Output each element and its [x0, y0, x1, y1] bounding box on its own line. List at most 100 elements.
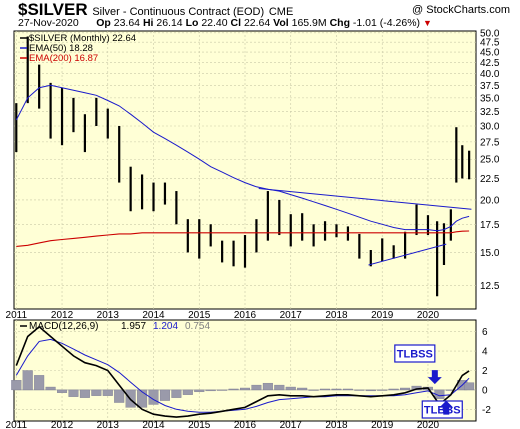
- price-legend-label: EMA(50) 18.28: [29, 43, 93, 54]
- macd-x-tick-label: 2019: [371, 420, 394, 429]
- price-bars: [15, 36, 471, 297]
- macd-axis: 6 4 2 0 -2 2011 2012 2013 2014 2015 2016 2017 2018 20…: [6, 327, 492, 429]
- macd-x-tick-label: 2012: [51, 420, 74, 429]
- watermark: @ StockCharts.com: [412, 4, 510, 16]
- macd-signal-line: [15, 338, 470, 413]
- low-value: 22.40: [201, 17, 228, 29]
- macd-histogram-bar: [148, 389, 159, 405]
- price-y-tick-label: 37.5: [480, 81, 500, 92]
- price-y-tick-label: 40.0: [480, 69, 500, 80]
- price-x-tick-label: 2015: [188, 310, 211, 321]
- high-label: Hi: [142, 17, 154, 29]
- price-lines: [15, 84, 472, 266]
- macd-x-tick-label: 2020: [417, 420, 440, 429]
- down-arrow-icon: ▼: [422, 18, 432, 28]
- trendline: [368, 243, 447, 266]
- vol-value: 165.9M: [291, 17, 327, 29]
- macd-histogram-bar: [331, 388, 342, 391]
- description: Silver - Continuous Contract (EOD): [92, 6, 265, 18]
- price-y-tick-label: 45.0: [480, 48, 500, 59]
- macd-histogram-bar: [400, 387, 411, 391]
- high-value: 26.14: [156, 17, 183, 29]
- close-value: 22.64: [243, 17, 271, 29]
- annotation-box: [421, 400, 463, 419]
- price-y-tick-label: 35.0: [480, 93, 500, 104]
- macd-histogram-bar: [11, 380, 22, 391]
- price-x-tick-label: 2011: [6, 310, 28, 321]
- price-y-tick-label: 22.5: [480, 174, 500, 185]
- price-y-tick-label: 20.0: [480, 195, 500, 206]
- price-y-tick-label: 25.0: [480, 155, 500, 166]
- price-y-tick-label: 17.5: [480, 220, 500, 231]
- macd-histogram-bar: [251, 384, 262, 391]
- price-y-tick-label: 42.5: [480, 58, 500, 69]
- chart-header: $SILVER Silver - Continuous Contract (EO…: [4, 0, 516, 30]
- price-x-tick-label: 2016: [234, 310, 257, 321]
- macd-histogram-bar: [79, 389, 90, 398]
- price-y-tick-label: 30.0: [480, 121, 500, 132]
- open-value: 23.64: [113, 17, 141, 29]
- macd-x-tick-label: 2018: [325, 420, 348, 429]
- macd-histogram-bar: [365, 389, 376, 392]
- price-legend-label: EMA(200) 16.87: [29, 53, 98, 64]
- chg-label: Chg: [329, 17, 350, 29]
- macd-histogram-bar: [354, 389, 365, 391]
- chart-title: $SILVER Silver - Continuous Contract (EO…: [18, 0, 293, 20]
- vol-label: Vol: [273, 17, 289, 29]
- macd-histogram-bar: [137, 389, 148, 408]
- price-axis: 12.5 15.0 17.5 20.0 22.5 25.0 27.5 30.0 32.5 35.0…: [6, 28, 500, 321]
- macd-x-tick-label: 2017: [280, 420, 303, 429]
- macd-histogram-bar: [57, 389, 68, 393]
- price-x-tick-label: 2019: [371, 310, 394, 321]
- symbol: $SILVER: [18, 0, 88, 19]
- macd-histogram-bar: [182, 389, 193, 395]
- macd-y-tick-label: 4: [482, 347, 488, 358]
- macd-x-tick-label: 2015: [188, 420, 211, 429]
- date: 27-Nov-2020: [18, 17, 79, 29]
- macd-histogram-bar: [217, 389, 228, 391]
- price-y-tick-label: 27.5: [480, 137, 500, 148]
- exchange: CME: [268, 6, 294, 18]
- price-y-tick-label: 50.0: [480, 28, 500, 39]
- annotation-box: [394, 344, 436, 363]
- macd-histogram-bar: [102, 389, 113, 396]
- price-stats: 27-Nov-2020 Op 23.64 Hi 26.14 Lo 22.40 C…: [18, 17, 514, 29]
- price-x-tick-label: 2020: [417, 310, 440, 321]
- macd-histogram-bar: [91, 389, 102, 396]
- macd-histogram-bar: [159, 389, 170, 401]
- macd-histogram-bar: [194, 389, 205, 393]
- macd-legend-label: 0.754: [185, 321, 210, 332]
- macd-histogram-bar: [45, 386, 56, 391]
- up-arrow-icon: [439, 400, 454, 415]
- price-y-tick-label: 12.5: [480, 281, 500, 292]
- macd-y-tick-label: -2: [482, 405, 491, 416]
- macd-histogram-bar: [342, 388, 353, 391]
- macd-histogram-bar: [171, 389, 182, 398]
- macd-histogram-bar: [308, 389, 319, 391]
- price-x-tick-label: 2018: [325, 310, 348, 321]
- macd-y-tick-label: 0: [482, 385, 488, 396]
- trendline: [258, 187, 472, 210]
- down-arrow-icon: [427, 370, 442, 385]
- open-label: Op: [96, 17, 111, 29]
- macd-x-tick-label: 2016: [234, 420, 257, 429]
- macd-y-tick-label: 2: [482, 366, 488, 377]
- macd-legend-label: 1.204: [153, 321, 178, 332]
- macd-legend-label: MACD(12,26,9): [29, 321, 98, 332]
- macd-x-tick-label: 2014: [142, 420, 165, 429]
- price-x-tick-label: 2017: [280, 310, 303, 321]
- macd-line: [15, 325, 470, 418]
- macd-histogram-bar: [320, 388, 331, 391]
- price-y-tick-label: 47.5: [480, 38, 500, 49]
- macd-histogram-bar: [297, 387, 308, 391]
- chg-value: -1.01 (-4.26%): [352, 17, 421, 29]
- macd-legend-label: 1.957: [121, 321, 146, 332]
- macd-histogram-bar: [68, 389, 79, 397]
- macd-histogram-bar: [464, 382, 475, 391]
- macd-histogram-bar: [274, 384, 285, 391]
- close-label: Cl: [230, 17, 242, 29]
- price-y-tick-label: 15.0: [480, 248, 500, 259]
- price-x-tick-label: 2012: [51, 310, 74, 321]
